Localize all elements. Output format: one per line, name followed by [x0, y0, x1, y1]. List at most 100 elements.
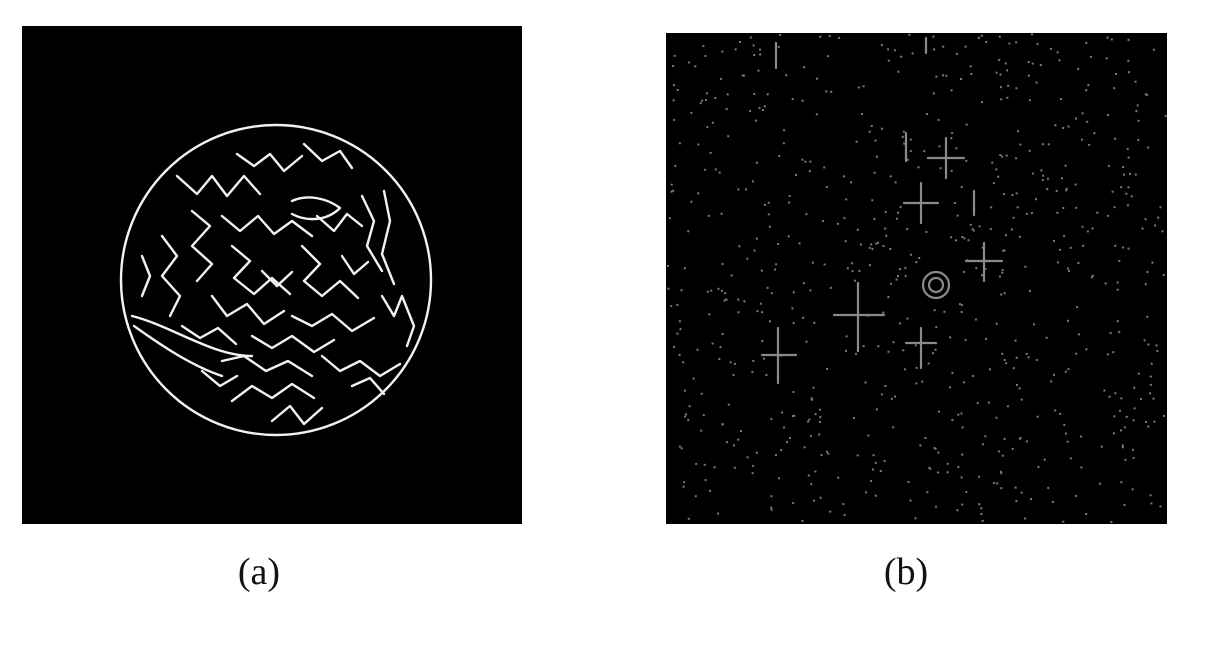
- noise-speck: [1001, 271, 1004, 274]
- noise-speck: [1056, 211, 1059, 214]
- noise-speck: [981, 101, 983, 104]
- noise-speck: [969, 65, 972, 68]
- noise-speck: [844, 240, 847, 243]
- noise-speck: [851, 270, 854, 273]
- noise-speck: [1147, 425, 1150, 428]
- noise-speck: [950, 89, 953, 92]
- noise-speck: [1062, 207, 1065, 209]
- noise-speck: [802, 282, 805, 285]
- noise-speck: [1125, 415, 1128, 418]
- noise-speck: [980, 513, 983, 515]
- noise-speck: [1136, 104, 1139, 107]
- noise-speck: [1024, 517, 1027, 520]
- noise-speck: [1076, 306, 1079, 309]
- edge-map-b-svg: [667, 33, 1167, 523]
- noise-speck: [880, 127, 883, 130]
- noise-speck: [870, 125, 873, 127]
- noise-speck: [783, 426, 786, 429]
- noise-speck: [1147, 146, 1150, 149]
- noise-speck: [792, 291, 795, 294]
- noise-speck: [975, 267, 978, 270]
- noise-speck: [775, 454, 777, 457]
- noise-speck: [1123, 173, 1125, 176]
- noise-speck: [1141, 227, 1144, 230]
- noise-speck: [852, 417, 855, 420]
- noise-speck: [1125, 192, 1128, 195]
- noise-speck: [1133, 407, 1136, 410]
- noise-speck: [1147, 343, 1150, 346]
- noise-speck: [906, 317, 909, 320]
- noise-speck: [782, 142, 785, 145]
- noise-speck: [1089, 55, 1092, 58]
- cross-feature: [926, 136, 966, 180]
- noise-speck: [1108, 395, 1111, 398]
- noise-speck: [787, 235, 790, 238]
- noise-speck: [682, 485, 685, 488]
- noise-speck: [989, 228, 992, 231]
- noise-speck: [1035, 81, 1038, 84]
- noise-speck: [826, 368, 829, 370]
- noise-speck: [775, 263, 778, 266]
- noise-speck: [1106, 36, 1109, 39]
- noise-speck: [887, 59, 890, 62]
- noise-speck: [960, 412, 963, 415]
- noise-speck: [1143, 339, 1146, 342]
- noise-speck: [934, 348, 937, 351]
- noise-speck: [1122, 166, 1125, 168]
- noise-speck: [695, 463, 698, 465]
- noise-speck: [915, 366, 918, 369]
- noise-speck: [1113, 87, 1116, 90]
- noise-speck: [1003, 292, 1006, 295]
- noise-speck: [961, 236, 964, 238]
- noise-speck: [897, 211, 900, 214]
- noise-speck: [1082, 244, 1085, 247]
- noise-speck: [711, 121, 714, 124]
- noise-speck: [710, 289, 713, 292]
- noise-speck: [937, 118, 940, 121]
- noise-speck: [727, 135, 730, 138]
- noise-speck: [1088, 143, 1091, 146]
- noise-speck: [903, 368, 906, 371]
- noise-speck: [678, 142, 681, 145]
- noise-speck: [882, 245, 885, 247]
- noise-speck: [1129, 172, 1131, 175]
- noise-speck: [1007, 84, 1010, 87]
- noise-speck: [838, 36, 841, 39]
- noise-speck: [704, 168, 707, 171]
- noise-speck: [825, 90, 828, 93]
- noise-speck: [687, 61, 690, 64]
- noise-speck: [1112, 432, 1115, 435]
- noise-speck: [845, 335, 848, 338]
- noise-speck: [961, 503, 964, 506]
- noise-speck: [740, 430, 742, 432]
- noise-speck: [964, 339, 967, 342]
- noise-speck: [964, 45, 967, 48]
- noise-speck: [1081, 225, 1084, 228]
- noise-speck: [685, 413, 687, 416]
- noise-speck: [950, 169, 953, 172]
- noise-speck: [1035, 198, 1037, 201]
- noise-speck: [961, 426, 964, 429]
- noise-speck: [755, 161, 758, 164]
- noise-speck: [1005, 154, 1008, 157]
- noise-speck: [1029, 290, 1031, 292]
- noise-speck: [1149, 392, 1152, 395]
- noise-speck: [676, 89, 679, 91]
- noise-speck: [1144, 283, 1147, 286]
- noise-speck: [1132, 456, 1135, 459]
- noise-speck: [1031, 33, 1033, 36]
- noise-speck: [1135, 110, 1138, 113]
- noise-speck: [855, 352, 857, 355]
- noise-speck: [1116, 281, 1119, 284]
- noise-speck: [1100, 445, 1103, 448]
- panel-b-caption: (b): [883, 551, 929, 593]
- noise-speck: [842, 503, 845, 506]
- noise-speck: [1030, 212, 1033, 214]
- inner-arc-edge: [130, 314, 254, 358]
- noise-speck: [759, 53, 762, 56]
- noise-speck: [963, 270, 966, 273]
- noise-speck: [700, 429, 703, 432]
- noise-speck: [701, 99, 704, 102]
- noise-speck: [721, 50, 724, 53]
- noise-speck: [726, 93, 729, 96]
